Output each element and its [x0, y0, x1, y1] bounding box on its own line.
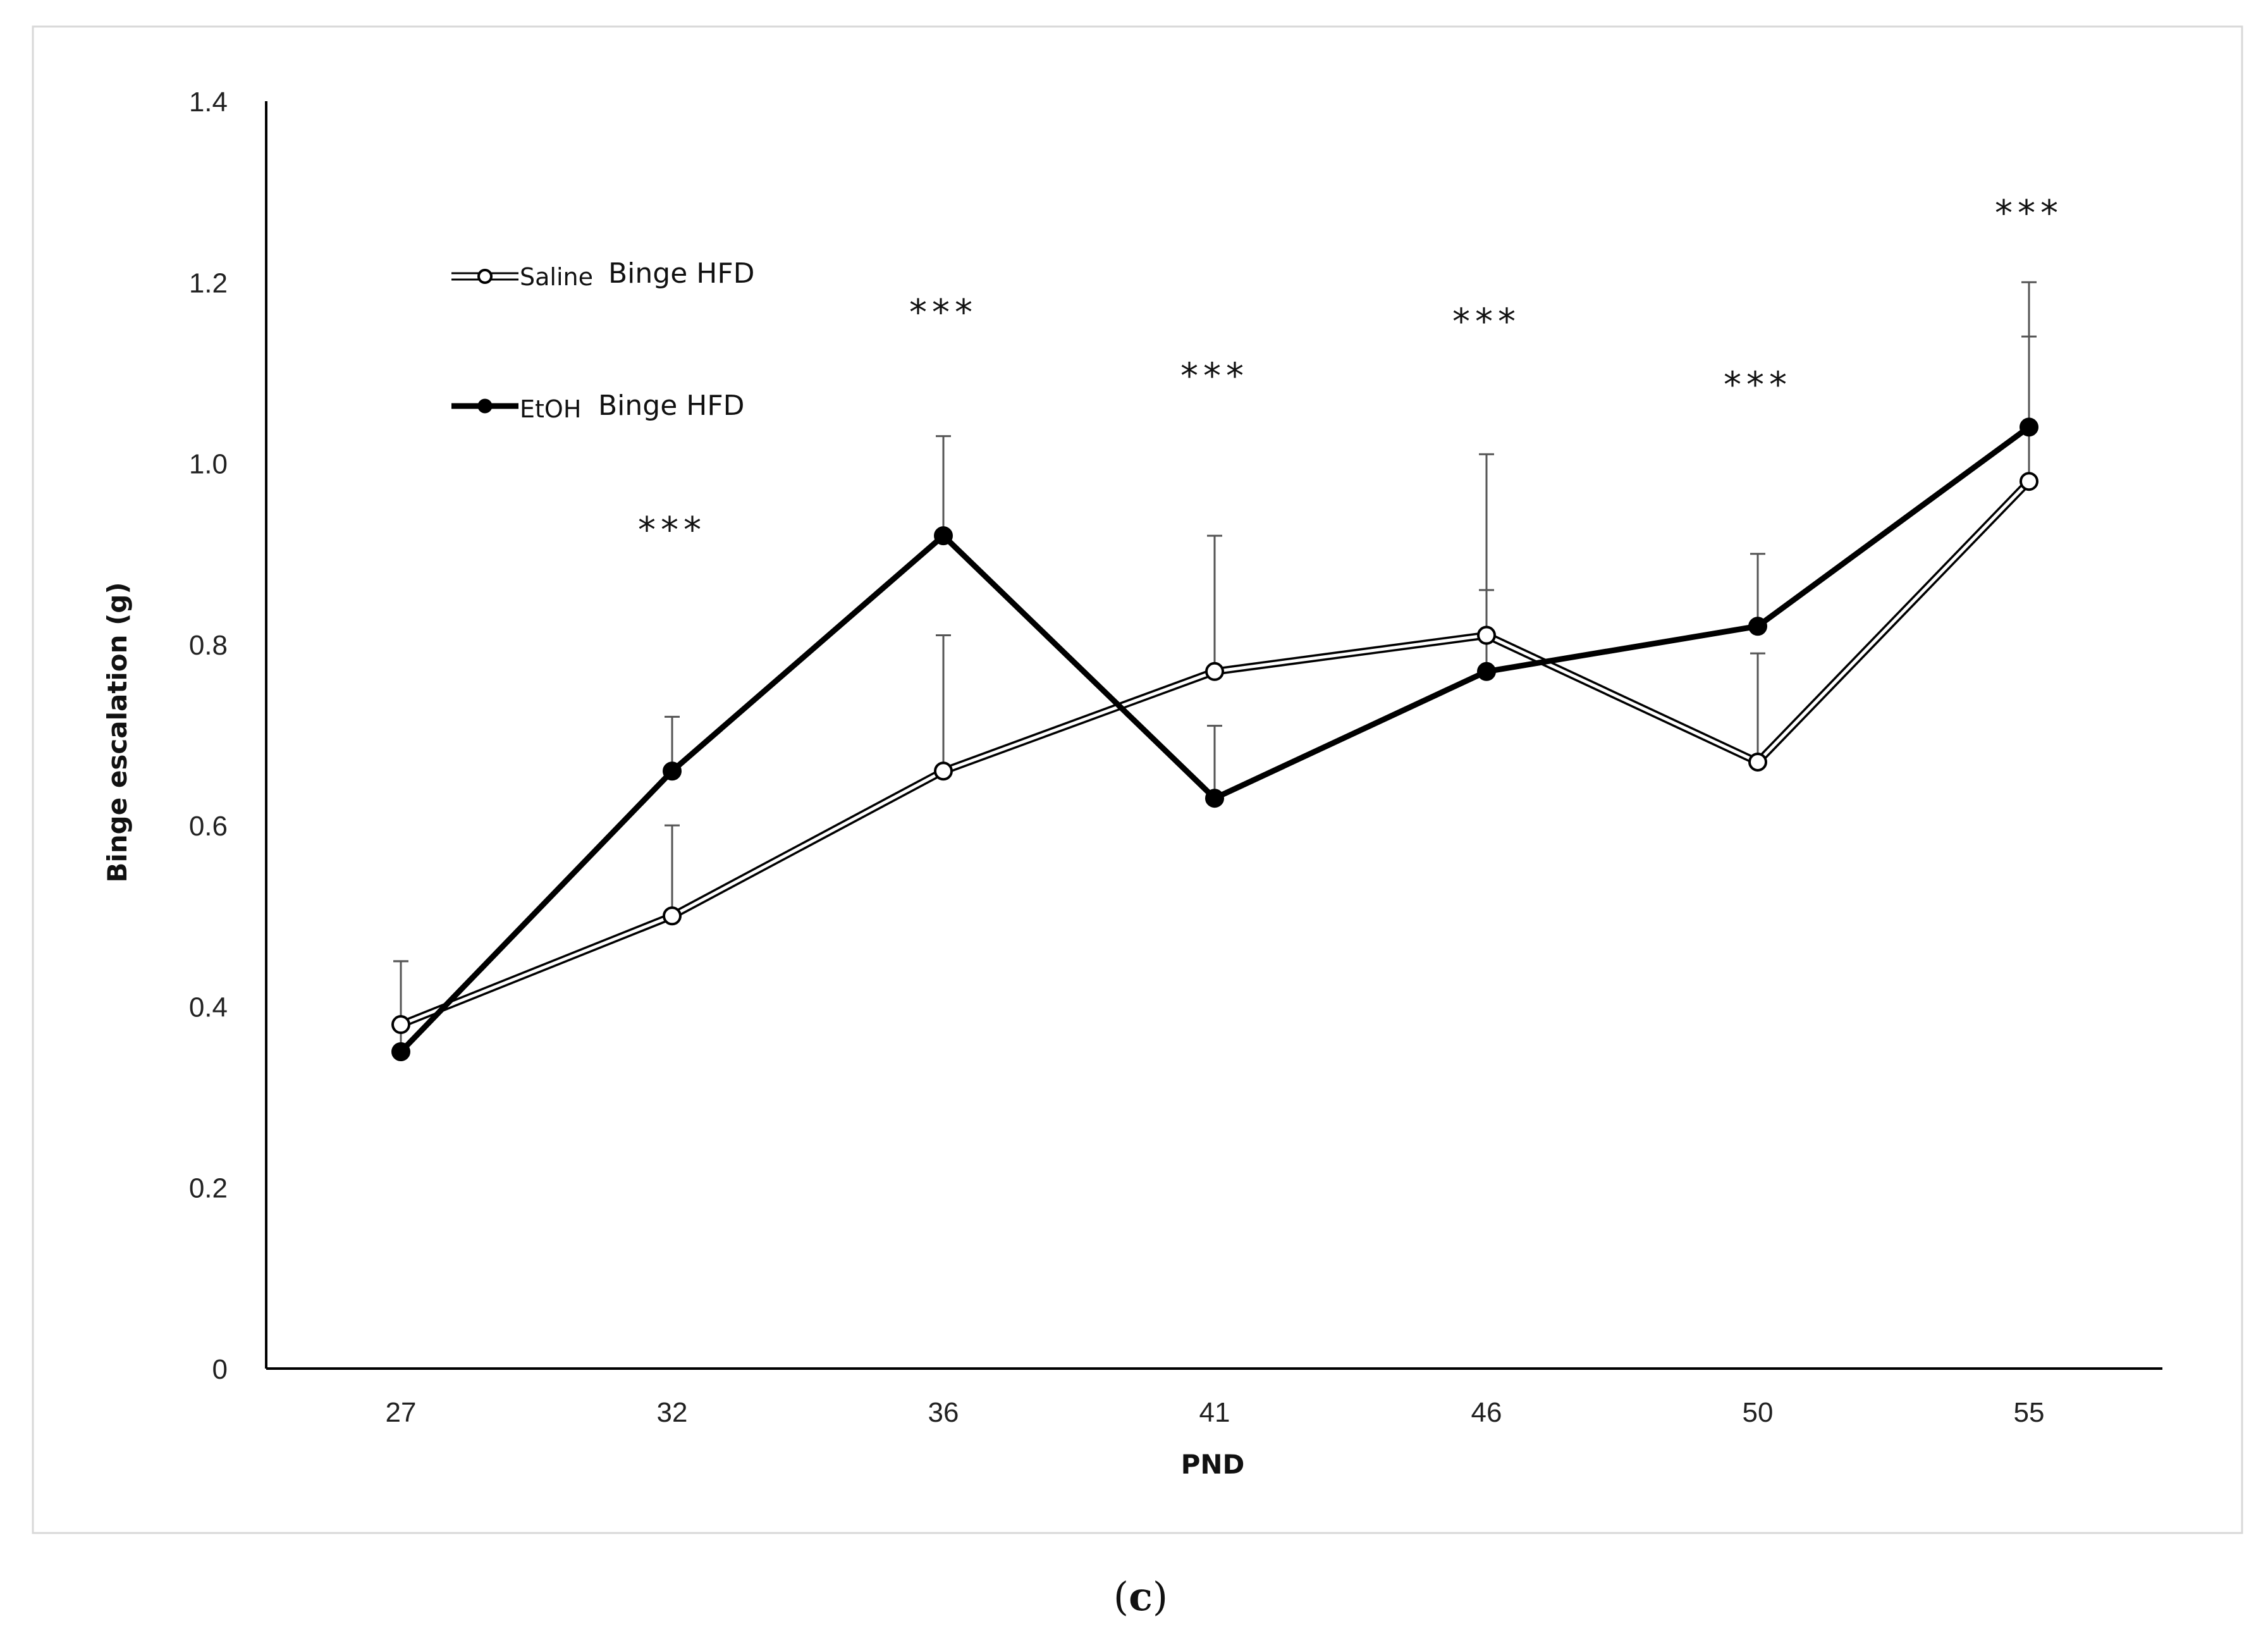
chart-frame — [32, 25, 2243, 1534]
x-tick-label: 46 — [1471, 1397, 1502, 1428]
data-point-etoh — [663, 761, 682, 781]
x-tick-labels: 27 32 36 41 46 50 55 — [386, 1397, 2045, 1428]
data-point-etoh — [934, 526, 953, 546]
data-point-etoh — [2020, 417, 2038, 437]
legend-filled-circle-marker — [477, 398, 493, 414]
panel-label-open: ( — [1113, 1573, 1129, 1620]
panel-label-letter: c — [1129, 1573, 1153, 1620]
x-tick-label: 36 — [928, 1397, 959, 1428]
x-tick-label: 55 — [2014, 1397, 2045, 1428]
legend-open-circle-marker — [477, 269, 493, 284]
data-point-etoh — [391, 1042, 410, 1061]
significance-marker: *** — [1724, 365, 1792, 406]
legend-saline-prefix: Saline — [520, 263, 593, 291]
panel-label-close: ) — [1153, 1573, 1168, 1620]
significance-marker: *** — [638, 510, 706, 551]
data-point-saline — [934, 761, 953, 781]
significance-marker: *** — [1452, 302, 1521, 343]
y-tick-label: 0.2 — [189, 1173, 228, 1204]
x-tick-label: 50 — [1743, 1397, 1774, 1428]
legend-etoh-prefix: EtOH — [520, 395, 581, 423]
y-tick-label: 0.6 — [189, 811, 228, 842]
data-point-saline — [1205, 662, 1224, 681]
legend-entry-etoh: EtOH Binge HFD — [451, 390, 745, 423]
y-axis-title: Binge escalation (g) — [102, 582, 133, 882]
data-point-saline — [1748, 752, 1767, 772]
y-tick-label: 1.2 — [189, 268, 228, 299]
significance-marker: *** — [1180, 355, 1249, 397]
x-tick-label: 32 — [657, 1397, 688, 1428]
error-bars — [393, 281, 2037, 1052]
significance-marker: *** — [1995, 193, 2063, 234]
y-tick-label: 0.4 — [189, 992, 228, 1023]
legend-saline-suffix: Binge HFD — [608, 257, 755, 290]
y-tick-label: 1.4 — [189, 87, 228, 118]
significance-annotations: *** *** *** *** *** *** — [638, 193, 2063, 551]
legend-etoh-suffix: Binge HFD — [598, 390, 745, 422]
data-points — [391, 417, 2038, 1061]
y-tick-label: 1.0 — [189, 449, 228, 480]
legend: Saline Binge HFD EtOH Binge HFD — [451, 257, 755, 423]
y-tick-label: 0 — [212, 1354, 228, 1385]
data-point-saline — [391, 1015, 410, 1035]
data-point-etoh — [1205, 789, 1224, 808]
data-point-saline — [1477, 625, 1496, 645]
x-tick-label: 27 — [386, 1397, 417, 1428]
data-point-etoh — [1748, 617, 1767, 636]
x-tick-label: 41 — [1199, 1397, 1230, 1428]
significance-marker: *** — [909, 292, 978, 333]
data-point-etoh — [1477, 662, 1496, 681]
y-tick-label: 0.8 — [189, 630, 228, 661]
y-tick-labels: 0 0.2 0.4 0.6 0.8 1.0 1.2 1.4 — [189, 87, 228, 1385]
legend-entry-saline: Saline Binge HFD — [451, 257, 755, 291]
panel-label: (c) — [1113, 1573, 1168, 1620]
x-axis-title: PND — [1181, 1449, 1245, 1480]
data-point-saline — [663, 906, 682, 926]
data-point-saline — [2020, 472, 2038, 491]
